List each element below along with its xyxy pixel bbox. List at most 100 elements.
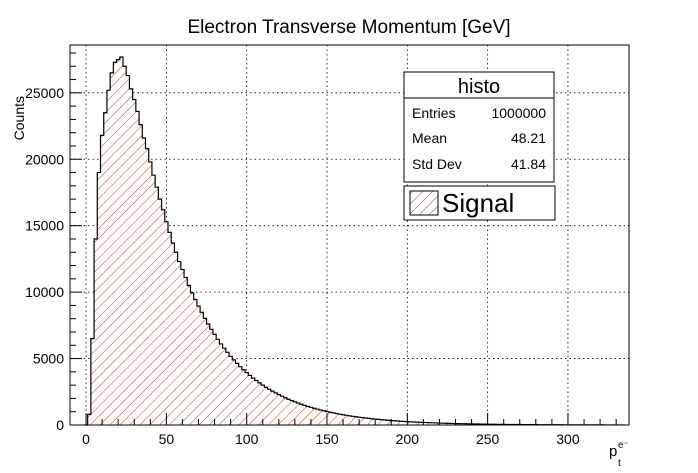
- histogram-bin-102: [412, 421, 416, 425]
- histogram-bin-29: [177, 261, 181, 425]
- x-axis-label-subscript: t: [618, 458, 621, 469]
- histogram-bin-107: [428, 422, 432, 425]
- histogram-bin-74: [322, 410, 326, 425]
- histogram-bin-52: [251, 378, 255, 425]
- histogram-bin-68: [302, 405, 307, 425]
- histogram-bin-81: [344, 415, 348, 425]
- histogram-bin-42: [219, 343, 223, 425]
- histogram-bin-1: [87, 414, 91, 425]
- histogram-bin-113: [447, 423, 451, 425]
- histogram-bin-66: [296, 403, 300, 425]
- x-tick-label-6: 300: [556, 431, 580, 447]
- histogram-bin-54: [257, 382, 262, 425]
- histogram-bin-48: [238, 366, 242, 425]
- y-tick-label-1: 5000: [33, 351, 64, 367]
- stats-stddev-label: Std Dev: [412, 156, 462, 172]
- histogram-bin-8: [110, 72, 114, 425]
- histogram-bin-60: [277, 394, 281, 425]
- x-tick-label-2: 100: [235, 431, 259, 447]
- histogram-bin-67: [299, 404, 303, 425]
- histogram-bin-25: [164, 221, 168, 425]
- histogram-bin-26: [167, 232, 172, 425]
- histogram-bin-30: [180, 269, 185, 425]
- histogram-bin-10: [116, 59, 120, 425]
- histogram-bin-56: [264, 387, 268, 425]
- histogram-bin-16: [135, 111, 140, 425]
- y-tick-label-0: 0: [56, 417, 64, 433]
- histogram-bin-112: [444, 423, 448, 425]
- histogram-bin-70: [309, 407, 313, 425]
- stats-mean-value: 48.21: [511, 130, 546, 146]
- stats-box-title: histo: [458, 76, 500, 98]
- histogram-bin-114: [450, 423, 454, 425]
- histogram-bin-2: [90, 338, 95, 425]
- histogram-bin-33: [190, 292, 194, 425]
- stats-entries-value: 1000000: [491, 105, 546, 121]
- y-tick-label-2: 10000: [25, 284, 64, 300]
- x-tick-label-5: 250: [476, 431, 500, 447]
- x-tick-label-3: 150: [315, 431, 339, 447]
- stats-box: histo Entries 1000000 Mean 48.21 Std Dev…: [403, 71, 555, 183]
- histogram-bin-3: [94, 238, 98, 425]
- histogram-bin-63: [286, 399, 291, 425]
- histogram-bin-19: [145, 148, 149, 426]
- histogram-bin-118: [463, 423, 467, 425]
- stats-entries-label: Entries: [412, 105, 456, 121]
- histogram-bin-86: [360, 417, 364, 425]
- histogram-bin-77: [331, 412, 336, 425]
- histogram-bin-57: [267, 389, 271, 425]
- histogram-bin-51: [248, 375, 252, 425]
- histogram-bin-20: [148, 161, 152, 425]
- legend-swatch-signal: [409, 190, 439, 216]
- histogram-bin-22: [155, 187, 159, 425]
- histogram-bin-39: [209, 329, 213, 425]
- histogram-bin-93: [383, 420, 387, 425]
- histogram-bin-71: [312, 408, 316, 425]
- histogram-bin-88: [367, 418, 371, 425]
- histogram-bin-14: [129, 88, 133, 425]
- histogram-bin-72: [315, 409, 319, 425]
- x-tick-label-1: 50: [159, 431, 175, 447]
- histogram-bin-59: [274, 392, 278, 425]
- histogram-bin-108: [431, 422, 435, 425]
- histogram-bin-45: [229, 356, 233, 425]
- histogram-bin-82: [347, 415, 352, 425]
- histogram-bin-17: [139, 124, 143, 426]
- y-axis-ticks: 0 5000 10000 15000 20000 25000: [25, 52, 82, 433]
- histogram-bin-111: [441, 423, 445, 425]
- x-axis-ticks: 0 50 100 150 200 250 300: [82, 413, 617, 447]
- histogram-bin-106: [424, 422, 429, 425]
- y-axis-label: Counts: [11, 96, 27, 140]
- histogram-bin-28: [174, 252, 178, 425]
- histogram-bin-41: [216, 339, 220, 425]
- histogram-bin-79: [338, 414, 342, 425]
- histogram-bin-35: [196, 306, 201, 425]
- histogram-bin-94: [386, 420, 390, 425]
- histogram-bin-37: [203, 318, 207, 425]
- histogram-bin-92: [380, 419, 384, 425]
- histogram-bin-53: [254, 380, 258, 425]
- histogram-bin-98: [399, 421, 403, 425]
- histogram-bin-87: [363, 418, 368, 425]
- y-tick-label-3: 15000: [25, 218, 64, 234]
- histogram-bin-21: [151, 175, 156, 425]
- histogram-bin-47: [235, 363, 239, 425]
- histogram-bin-109: [434, 422, 438, 425]
- histogram-bin-15: [132, 99, 136, 425]
- histogram-bin-65: [293, 401, 297, 425]
- histogram-bin-5: [100, 135, 104, 425]
- histogram-bin-31: [184, 277, 188, 425]
- legend-label-signal: Signal: [442, 188, 514, 218]
- histogram-bin-44: [225, 352, 230, 425]
- histogram-bin-24: [161, 209, 165, 425]
- histogram-bin-46: [232, 359, 236, 425]
- stats-stddev-value: 41.84: [511, 156, 546, 172]
- histogram-bin-38: [206, 324, 210, 425]
- histogram-bin-73: [318, 409, 323, 425]
- histogram-bin-27: [171, 242, 175, 425]
- histogram-bin-97: [396, 420, 400, 425]
- histogram-bin-11: [119, 56, 124, 426]
- histogram-bin-36: [200, 312, 204, 425]
- histogram-bin-99: [402, 421, 406, 425]
- plot-frame: [69, 44, 630, 426]
